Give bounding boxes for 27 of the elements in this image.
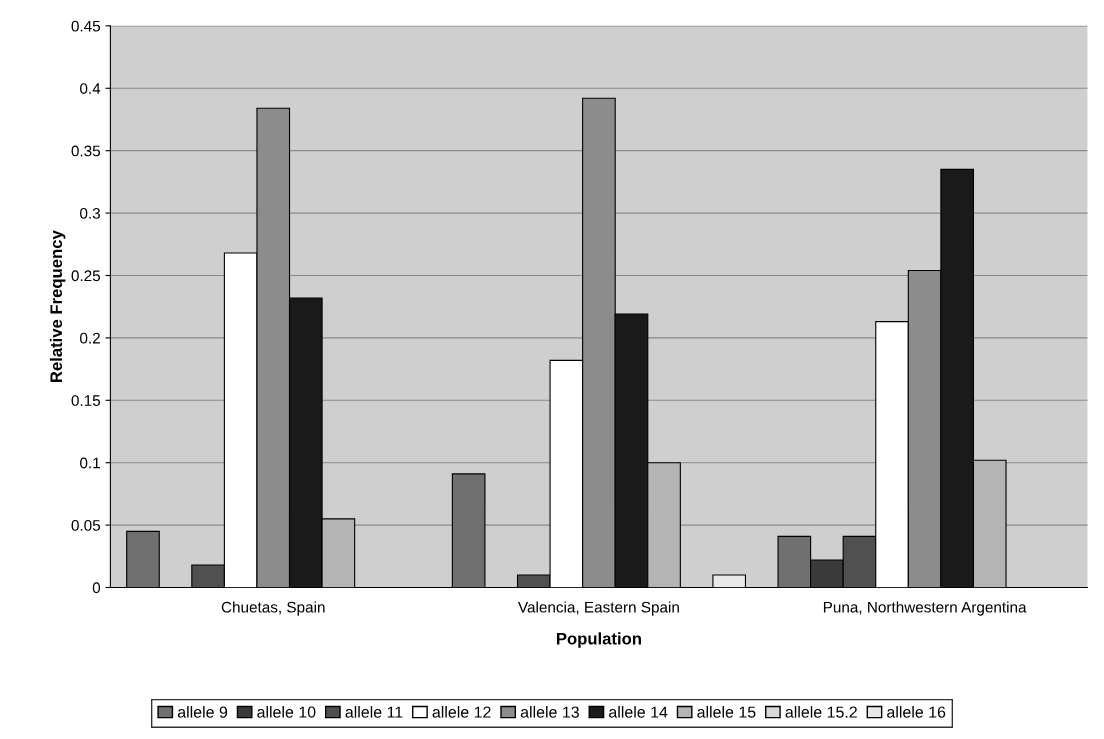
legend-label: allele 14: [609, 706, 668, 718]
legend-label: allele 15.2: [785, 706, 857, 718]
y-tick-label: 0.05: [71, 519, 101, 531]
x-tick-label: Valencia, Eastern Spain: [518, 601, 679, 616]
y-tick-label: 0.3: [80, 207, 101, 219]
legend-label: allele 16: [887, 706, 946, 718]
y-tick-label: 0.4: [80, 83, 101, 94]
x-tick-label: Chuetas, Spain: [221, 601, 325, 616]
bar: [712, 574, 747, 588]
x-axis-title: Population: [556, 632, 641, 648]
bar: [126, 530, 160, 588]
y-tick-label: 0.2: [80, 332, 100, 344]
y-tick-label: 0.45: [71, 20, 101, 32]
bar: [451, 473, 486, 588]
y-tick-label: 0.35: [71, 145, 101, 157]
y-axis-title: Relative Frequency: [49, 230, 66, 382]
legend-label: allele 11: [345, 706, 403, 718]
y-tick-label: 0.15: [71, 395, 101, 406]
y-tick-label: 0: [92, 582, 101, 594]
legend-label: allele 13: [520, 706, 579, 718]
legend-label: allele 12: [432, 706, 491, 718]
legend-label: allele 9: [177, 706, 228, 718]
legend-label: allele 10: [257, 706, 316, 718]
x-tick-label: Puna, Northwestern Argentina: [823, 601, 1027, 616]
y-tick-label: 0.1: [80, 457, 100, 469]
legend-label: allele 15: [697, 706, 756, 718]
y-tick-label: 0.25: [71, 270, 101, 282]
